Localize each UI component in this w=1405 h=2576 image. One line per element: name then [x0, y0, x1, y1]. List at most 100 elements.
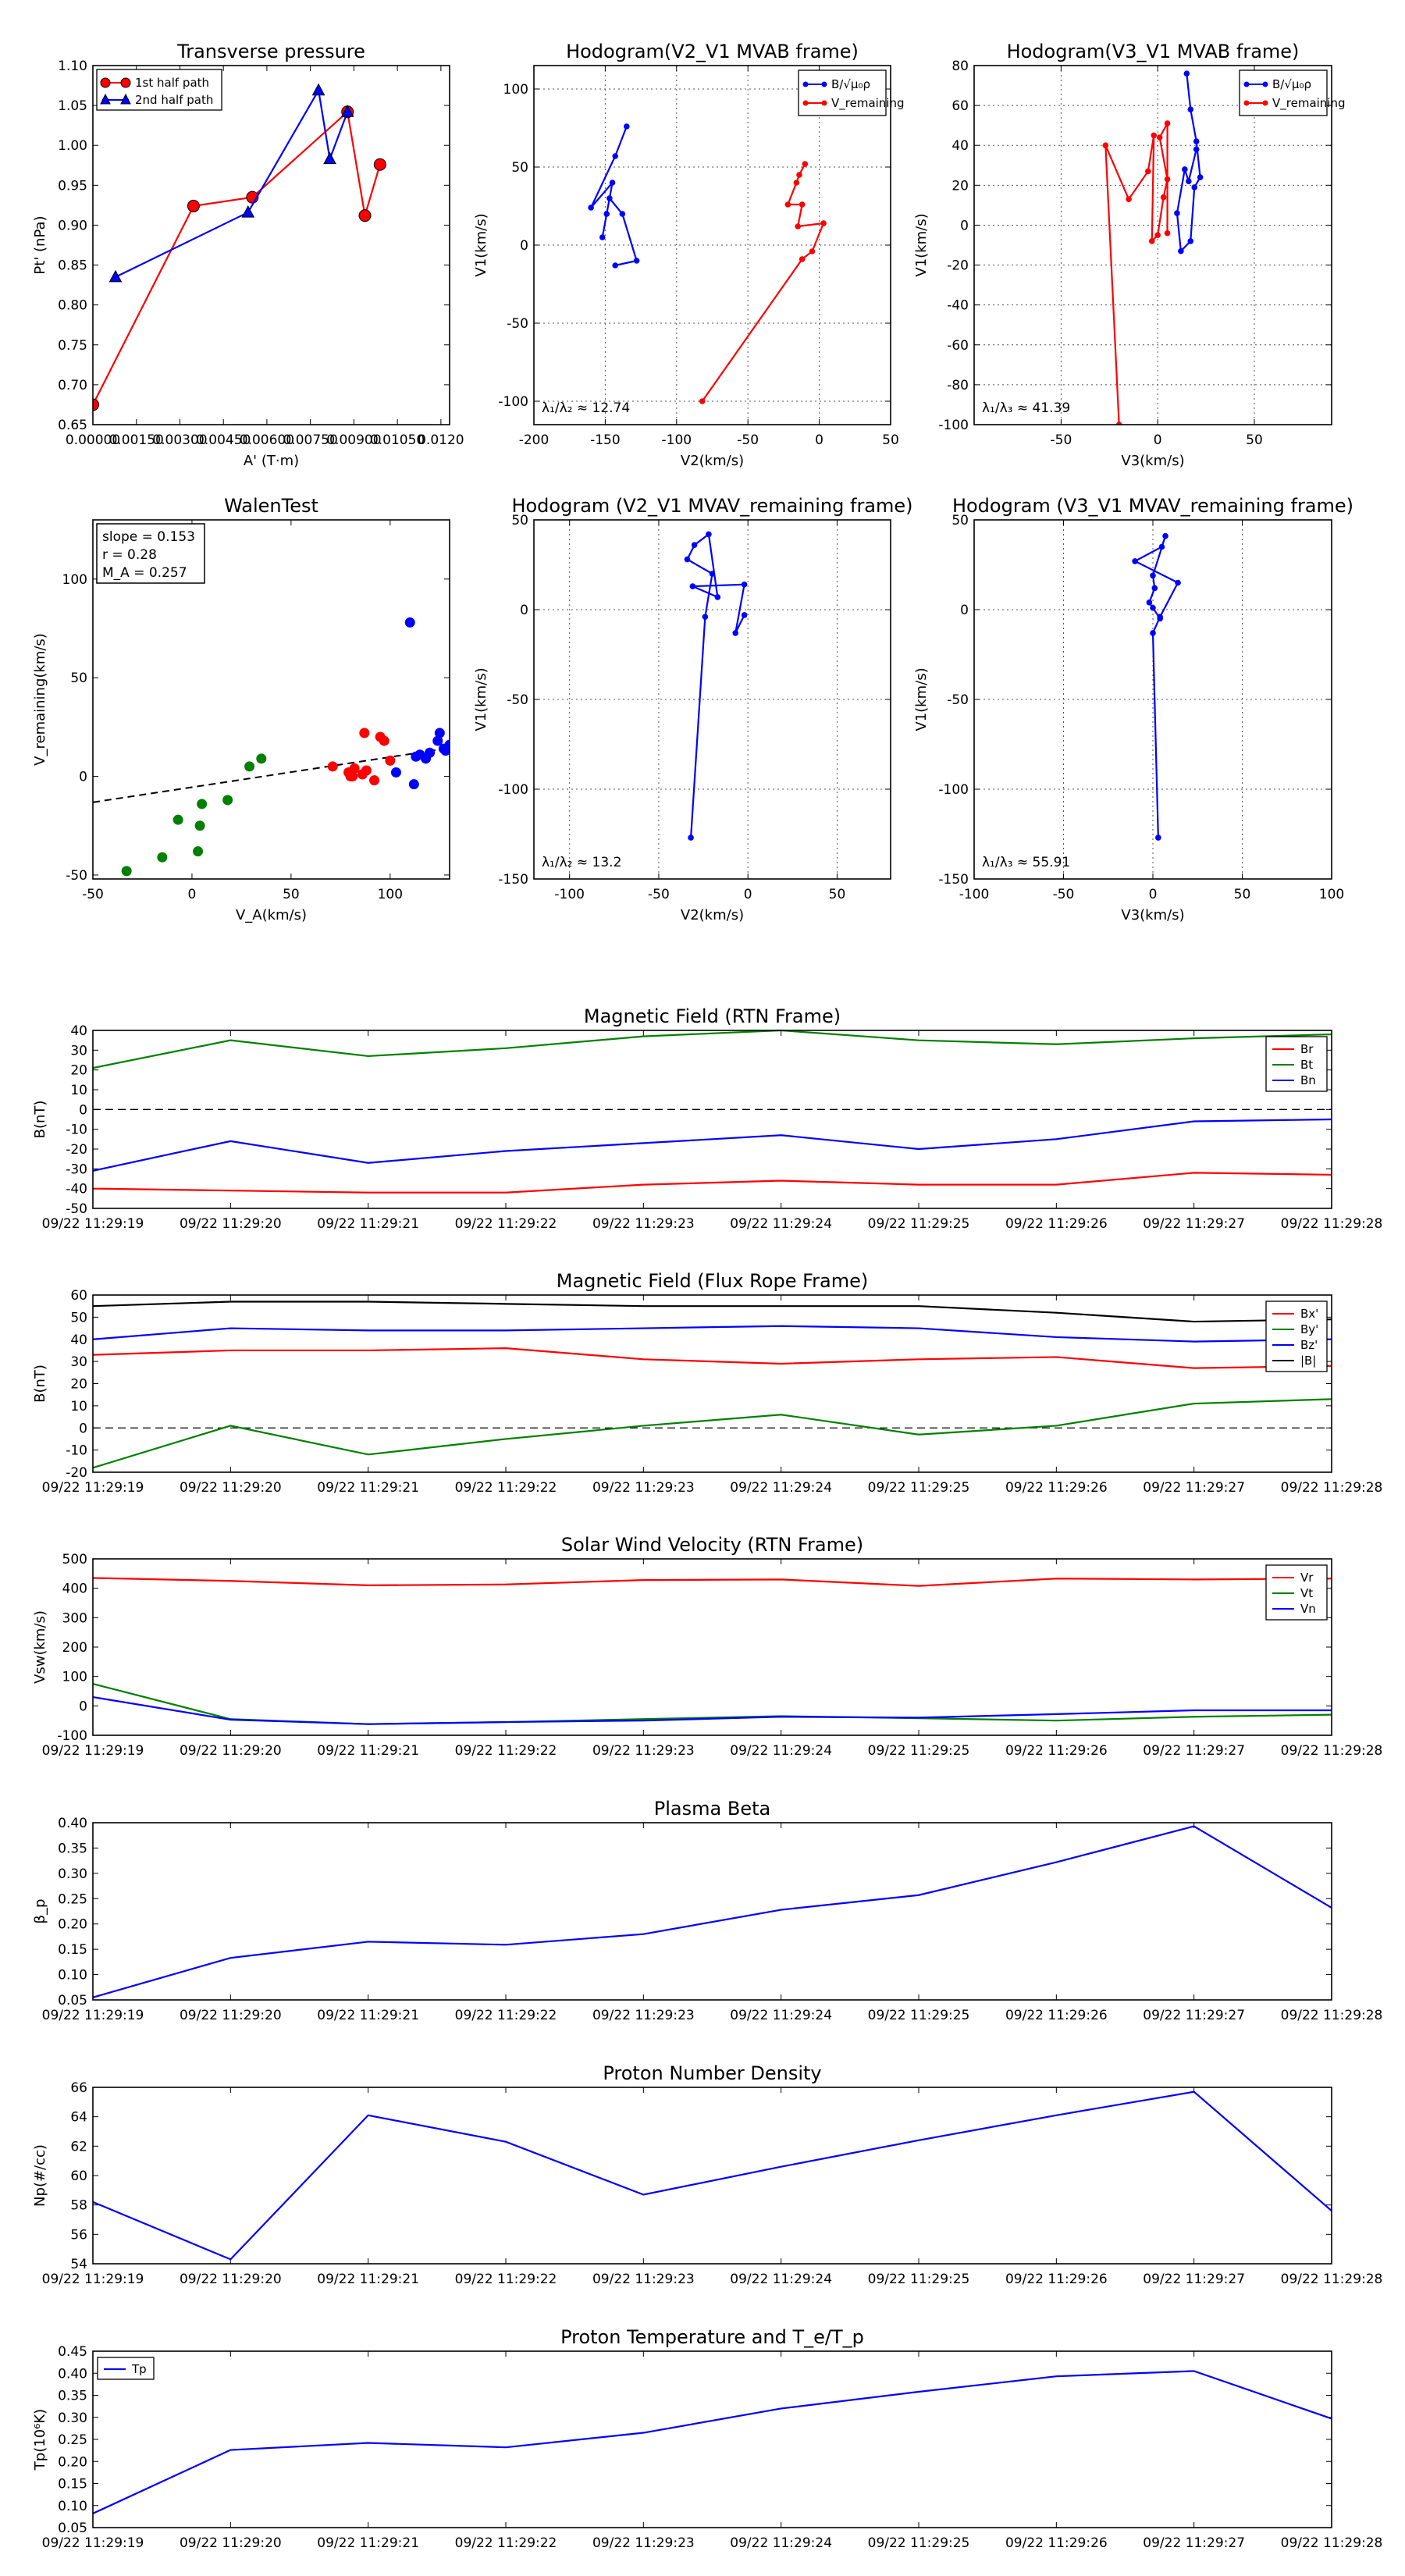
x-tick-label: 09/22 11:29:25 [868, 1743, 970, 1759]
y-tick-label: -10 [66, 1443, 87, 1459]
axes-frame [92, 65, 450, 425]
x-tick-label: -100 [554, 887, 585, 902]
y-tick-label: 50 [70, 671, 87, 686]
scatter-point [244, 761, 255, 772]
scatter-point [390, 767, 401, 778]
y-tick-label: -60 [947, 338, 969, 354]
axes-frame [533, 519, 891, 880]
y-tick-label: 100 [62, 1670, 87, 1685]
x-tick-label: 0 [188, 887, 197, 902]
series-line [590, 126, 638, 267]
data-marker [1126, 196, 1132, 203]
y-tick-label: -10 [66, 1123, 87, 1138]
data-marker [633, 258, 640, 264]
data-marker [691, 542, 698, 548]
legend: 1st half path 2nd half path [96, 69, 222, 111]
scatter-point [444, 739, 450, 750]
x-tick-label: 09/22 11:29:27 [1143, 2535, 1245, 2551]
x-tick-label: 09/22 11:29:19 [42, 2535, 144, 2551]
y-tick-label: 20 [70, 1377, 87, 1393]
series-line [92, 2090, 1332, 2261]
x-tick-label: 09/22 11:29:21 [317, 1743, 419, 1759]
y-tick-label: 0.10 [58, 1968, 87, 1984]
eigenvalue-ratio: λ₁/λ₂ ≈ 13.2 [542, 855, 621, 870]
series-line [92, 1118, 1332, 1172]
y-tick-label: 50 [511, 160, 528, 176]
chart-title: Hodogram (V3_V1 MVAV_remaining frame) [952, 495, 1353, 517]
data-marker [802, 161, 809, 167]
y-tick-label: 0.35 [58, 2389, 87, 2404]
x-axis-label: V2(km/s) [681, 453, 744, 469]
x-tick-label: 09/22 11:29:27 [1143, 2008, 1245, 2023]
x-tick-label: 09/22 11:29:26 [1005, 2272, 1108, 2287]
axes-frame [92, 1030, 1332, 1209]
data-marker [820, 220, 827, 226]
x-tick-label: 09/22 11:29:25 [868, 1480, 970, 1496]
y-tick-label: 0.05 [58, 2521, 87, 2536]
x-tick-label: 09/22 11:29:22 [455, 2535, 557, 2551]
eigenvalue-ratio: λ₁/λ₃ ≈ 41.39 [982, 400, 1070, 416]
legend-label: V_remaining [831, 96, 905, 111]
y-tick-label: -50 [507, 692, 528, 708]
y-tick-label: 1.05 [58, 98, 87, 114]
x-tick-label: 09/22 11:29:25 [868, 2535, 970, 2551]
y-tick-label: -150 [938, 872, 969, 888]
data-marker [714, 594, 721, 600]
x-tick-label: 09/22 11:29:26 [1005, 1216, 1108, 1232]
y-tick-label: 0.45 [58, 2344, 87, 2360]
data-marker [603, 211, 610, 217]
data-marker [1158, 543, 1165, 550]
legend-marker [802, 100, 809, 106]
stats-line: M_A = 0.257 [102, 565, 187, 581]
vsw-panel: 09/22 11:29:19 09/22 11:29:20 09/22 11:29:… [32, 1534, 1382, 1759]
data-marker [699, 398, 706, 404]
y-tick-label: 0.75 [58, 338, 87, 354]
y-tick-label: 30 [70, 1043, 87, 1059]
data-marker [373, 158, 386, 171]
y-axis-label: β_p [32, 1899, 48, 1924]
x-tick-label: -100 [662, 432, 692, 448]
y-axis-label: V1(km/s) [913, 213, 930, 276]
chart-title: Proton Number Density [603, 2062, 821, 2084]
axes-frame [973, 65, 1332, 425]
scatter-point [193, 846, 204, 857]
series-line [92, 1172, 1332, 1194]
y-axis-label: V1(km/s) [913, 667, 930, 731]
x-tick-label: 09/22 11:29:27 [1143, 1743, 1245, 1759]
y-tick-label: 20 [70, 1063, 87, 1079]
chart-title: Magnetic Field (Flux Rope Frame) [557, 1270, 868, 1292]
x-tick-label: 50 [829, 887, 846, 902]
stats-line: r = 0.28 [102, 547, 157, 563]
data-marker [241, 205, 255, 218]
y-tick-label: -40 [66, 1182, 87, 1197]
y-tick-label: 0.40 [58, 2366, 87, 2382]
legend-marker [100, 77, 111, 88]
x-tick-label: 09/22 11:29:24 [730, 1480, 832, 1496]
legend-marker [1243, 100, 1250, 106]
stats-frame [96, 523, 205, 584]
scatter-point [359, 728, 370, 738]
y-tick-label: -20 [66, 1142, 87, 1158]
legend-marker [120, 77, 131, 88]
x-tick-label: 09/22 11:29:28 [1281, 2008, 1383, 2023]
x-tick-label: 09/22 11:29:22 [455, 1743, 557, 1759]
x-tick-label: 0.00000 [66, 432, 120, 448]
y-tick-label: 40 [951, 138, 969, 154]
scatter-point [256, 753, 267, 764]
data-marker [599, 234, 606, 240]
x-tick-label: 09/22 11:29:23 [592, 2008, 695, 2023]
legend: B/√μ₀ρ V_remaining [798, 69, 905, 116]
y-tick-label: 64 [70, 2110, 87, 2126]
legend-frame [1239, 69, 1328, 116]
scatter-point [121, 866, 132, 877]
x-tick-label: 0 [744, 887, 752, 902]
x-tick-label: 09/22 11:29:22 [455, 1480, 557, 1496]
x-tick-label: 09/22 11:29:21 [317, 2272, 419, 2287]
x-tick-label: 0 [1154, 432, 1162, 448]
data-marker [1145, 168, 1151, 175]
density-panel: 09/22 11:29:19 09/22 11:29:20 09/22 11:29:… [32, 2062, 1382, 2287]
scatter-point [222, 795, 233, 806]
x-axis-label: V3(km/s) [1121, 907, 1184, 923]
axes-frame [92, 1822, 1332, 2001]
